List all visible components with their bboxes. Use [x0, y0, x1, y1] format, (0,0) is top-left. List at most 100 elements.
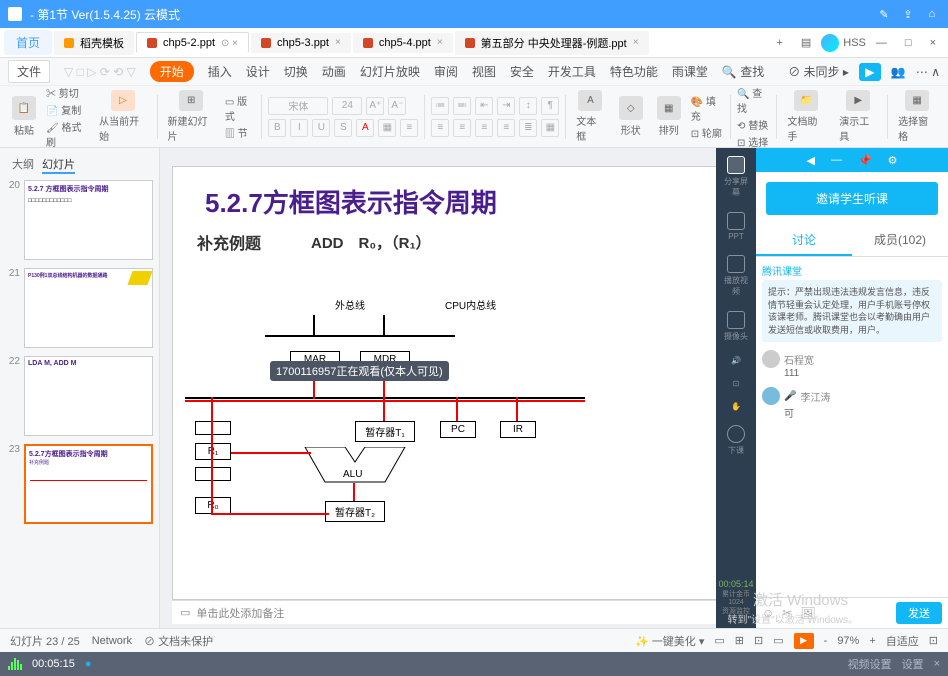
- outline-button[interactable]: ⊡ 轮廓: [691, 125, 724, 140]
- fullscreen-button[interactable]: ⊡: [929, 634, 938, 647]
- board-button[interactable]: ⊡: [724, 379, 748, 388]
- file-tab[interactable]: 稻壳模板: [54, 31, 134, 55]
- slides-tab[interactable]: 幻灯片: [42, 156, 75, 174]
- shape-button[interactable]: ◇形状: [615, 88, 647, 145]
- slide-thumb[interactable]: 235.2.7方框图表示指令周期补充例题: [6, 444, 153, 524]
- ribbon-tab[interactable]: 动画: [322, 63, 346, 80]
- file-tab[interactable]: 第五部分 中央处理器-例题.ppt ×: [455, 31, 649, 55]
- close-icon[interactable]: ×: [335, 37, 341, 48]
- max-button[interactable]: □: [897, 33, 920, 53]
- ribbon-tab[interactable]: 幻灯片放映: [360, 63, 420, 80]
- view-normal[interactable]: ⊞: [735, 634, 744, 647]
- user-info[interactable]: HSS: [821, 34, 866, 52]
- slideshow-button[interactable]: ▶: [794, 633, 814, 649]
- tab-list-button[interactable]: ▤: [793, 32, 819, 53]
- replace-button[interactable]: ⟲ 替换: [737, 117, 770, 132]
- layout-button[interactable]: ▭ 版式: [225, 93, 256, 123]
- cut-button[interactable]: ✂ 剪切: [46, 85, 89, 100]
- network-status: Network: [92, 635, 132, 647]
- ribbon-tab[interactable]: 设计: [246, 63, 270, 80]
- send-button[interactable]: 发送: [896, 602, 942, 624]
- hand-button[interactable]: ✋: [724, 402, 748, 411]
- tab-label: 第五部分 中央处理器-例题.ppt: [481, 35, 627, 51]
- slide-thumb[interactable]: 22LDA M, ADD M: [6, 356, 153, 436]
- ribbon-tab[interactable]: 视图: [472, 63, 496, 80]
- chat-panel: 分享屏幕 PPT 播放视频 摄像头 🔊 ⊡ ✋ 下课 00:05:14累计金币1…: [716, 148, 948, 628]
- slide-thumb[interactable]: 21P130例1双总线结构机器的数据通路: [6, 268, 153, 348]
- file-menu[interactable]: 文件: [8, 60, 50, 83]
- camera-button[interactable]: 摄像头: [724, 311, 748, 342]
- share-screen-button[interactable]: 分享屏幕: [724, 156, 748, 198]
- fileassist-button[interactable]: 📁文档助手: [783, 88, 829, 145]
- ribbon-tab[interactable]: 安全: [510, 63, 534, 80]
- close-button[interactable]: ×: [922, 33, 944, 53]
- zoom-in[interactable]: +: [869, 635, 875, 647]
- chat-message: 🎤李江涛: [762, 387, 942, 405]
- pane-button[interactable]: ▦选择窗格: [894, 88, 940, 145]
- start-tab[interactable]: 开始: [150, 61, 194, 82]
- copy-button[interactable]: 📄 复制: [46, 102, 89, 117]
- min-button[interactable]: —: [868, 33, 895, 53]
- mic-button[interactable]: 🔊: [724, 356, 748, 365]
- edit-icon[interactable]: ✎: [876, 6, 892, 22]
- beautify-button[interactable]: ✨ 一键美化 ▾: [635, 633, 704, 649]
- fill-button[interactable]: 🎨 填充: [691, 93, 724, 123]
- bold-button[interactable]: B: [268, 119, 286, 137]
- search-menu[interactable]: 🔍 查找: [722, 63, 764, 80]
- add-tab-button[interactable]: +: [768, 33, 790, 53]
- section-button[interactable]: ▥ 节: [225, 125, 256, 140]
- home-tab[interactable]: 首页: [4, 30, 52, 55]
- view-reading[interactable]: ▭: [773, 634, 783, 647]
- slide-subtitle: 补充例题: [197, 230, 261, 254]
- slide-counter: 幻灯片 23 / 25: [10, 633, 80, 649]
- ppt-button[interactable]: PPT: [724, 212, 748, 241]
- slide-thumb[interactable]: 205.2.7 方框图表示指令周期□□□□□□□□□□□□: [6, 180, 153, 260]
- textbox-button[interactable]: A文本框: [572, 88, 608, 145]
- demo-button[interactable]: ▶演示工具: [835, 88, 881, 145]
- close-icon[interactable]: ×: [437, 37, 443, 48]
- notes-toggle[interactable]: ▭: [714, 634, 724, 647]
- paste-button[interactable]: 📋粘贴: [8, 88, 40, 145]
- select-button[interactable]: ⊡ 选择: [737, 134, 770, 149]
- close-icon[interactable]: ×: [633, 37, 639, 48]
- play-button[interactable]: 播放视频: [724, 255, 748, 297]
- tab-label: chp5-4.ppt: [379, 37, 431, 49]
- close-icon[interactable]: ⊙ ×: [221, 38, 238, 49]
- find-button[interactable]: 🔍 查找: [737, 85, 770, 115]
- view-sorter[interactable]: ⊡: [754, 634, 763, 647]
- more-button[interactable]: ⋯ ∧: [916, 65, 940, 79]
- ribbon-tab[interactable]: 插入: [208, 63, 232, 80]
- record-icon[interactable]: ●: [85, 658, 92, 670]
- home-icon[interactable]: ⌂: [924, 6, 940, 22]
- chat-tab-members[interactable]: 成员(102): [852, 225, 948, 256]
- outline-tab[interactable]: 大纲: [12, 156, 34, 174]
- ribbon-tab[interactable]: 雨课堂: [672, 63, 708, 80]
- sync-status[interactable]: ⊘ 未同步 ▸: [788, 63, 849, 80]
- size-select[interactable]: 24: [332, 97, 362, 115]
- ribbon-tab[interactable]: 特色功能: [610, 63, 658, 80]
- italic-button[interactable]: I: [290, 119, 308, 137]
- fromstart-button[interactable]: ▷从当前开始: [95, 88, 150, 145]
- play-icon[interactable]: ▶: [859, 63, 881, 81]
- underline-button[interactable]: U: [312, 119, 330, 137]
- chat-tab-discuss[interactable]: 讨论: [756, 225, 852, 256]
- close-bar[interactable]: ×: [934, 658, 940, 670]
- share-icon[interactable]: ⇪: [900, 6, 916, 22]
- end-button[interactable]: 下课: [724, 425, 748, 456]
- ribbon-tab[interactable]: 切换: [284, 63, 308, 80]
- invite-button[interactable]: 邀请学生听课: [766, 182, 938, 215]
- zoom-out[interactable]: -: [824, 635, 828, 647]
- record-time: 00:05:15: [32, 658, 75, 670]
- fmt-button[interactable]: 🖌 格式刷: [46, 119, 89, 149]
- file-tab[interactable]: chp5-3.ppt×: [251, 33, 351, 53]
- ribbon-tab[interactable]: 审阅: [434, 63, 458, 80]
- file-tab[interactable]: chp5-2.ppt⊙ ×: [136, 32, 249, 53]
- file-tab[interactable]: chp5-4.ppt ×: [353, 33, 453, 53]
- collab-button[interactable]: 👥: [891, 65, 906, 79]
- ribbon-tab[interactable]: 开发工具: [548, 63, 596, 80]
- fit-button[interactable]: 自适应: [886, 633, 919, 649]
- font-select[interactable]: 宋体: [268, 97, 328, 115]
- newslide-button[interactable]: ⊞新建幻灯片: [163, 88, 218, 145]
- protect-status[interactable]: ⊘ 文档未保护: [144, 633, 213, 649]
- arrange-button[interactable]: ▦排列: [653, 88, 685, 145]
